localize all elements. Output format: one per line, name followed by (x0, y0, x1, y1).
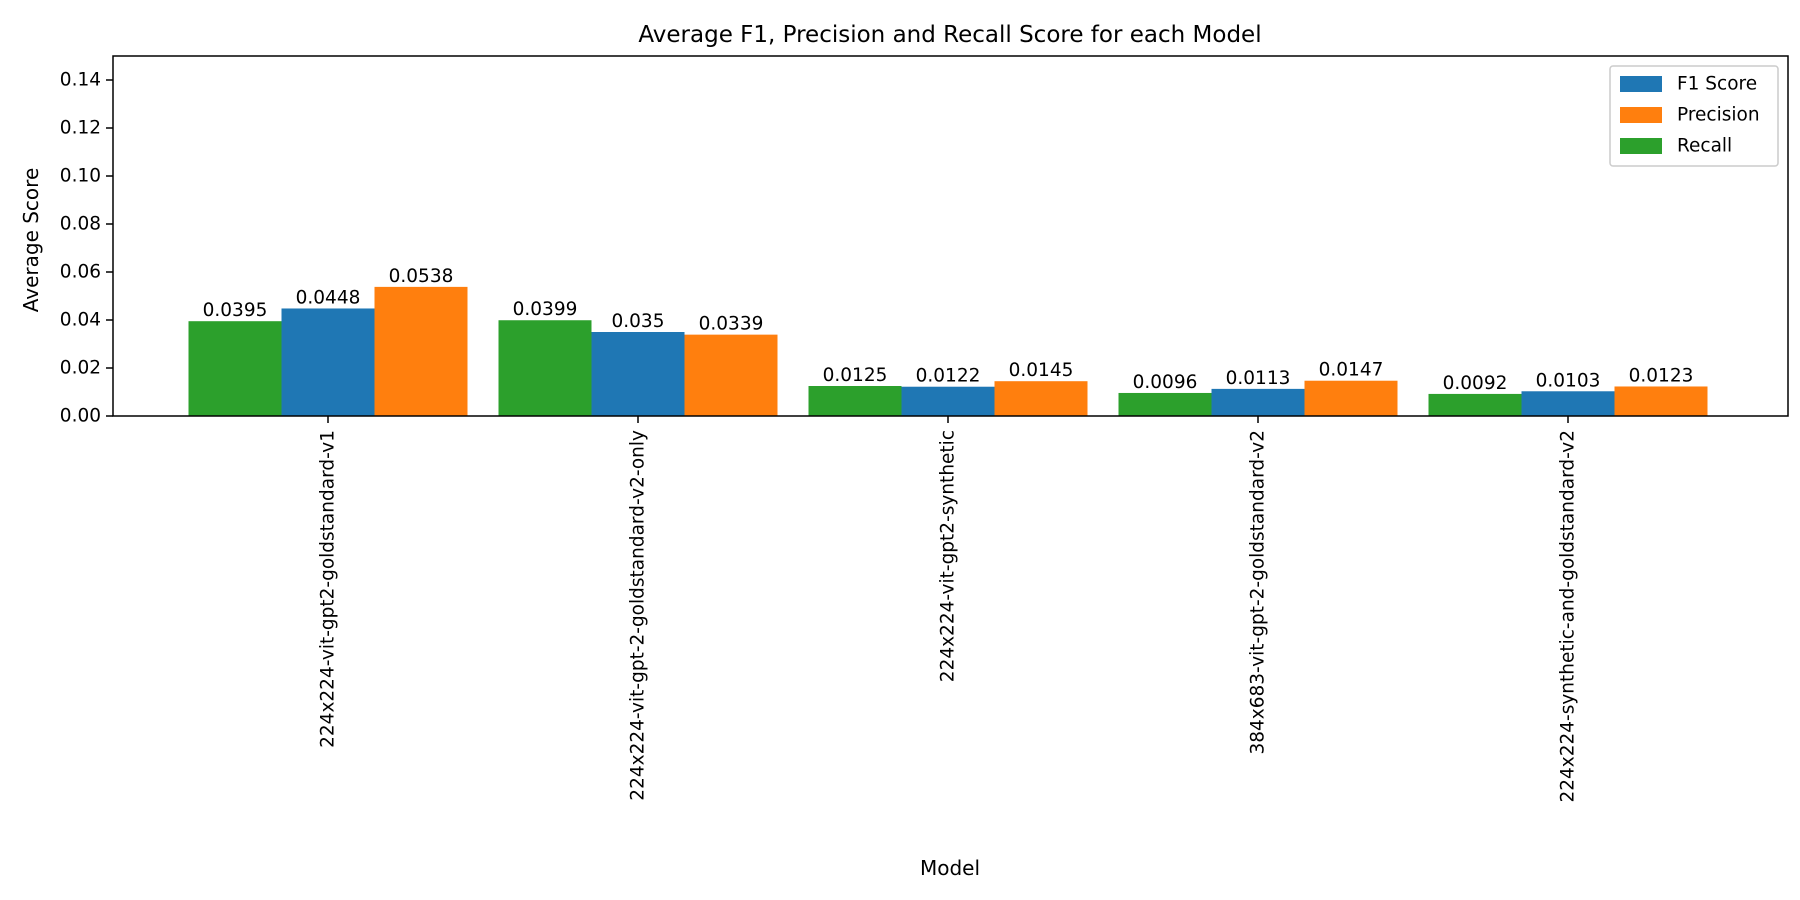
bar-value-label: 0.0145 (1009, 360, 1074, 381)
bar-precision (684, 334, 778, 416)
y-tick-label: 0.00 (60, 406, 101, 427)
bar-value-label: 0.0399 (513, 299, 578, 320)
legend-label: F1 Score (1677, 74, 1757, 95)
bar-value-label: 0.0538 (389, 266, 454, 287)
legend-swatch (1620, 76, 1662, 92)
bar-recall (1428, 393, 1522, 416)
bar-recall (1118, 392, 1212, 416)
legend-swatch (1620, 138, 1662, 154)
x-axis-label: Model (920, 856, 980, 880)
bar-precision (994, 381, 1088, 416)
x-tick-label: 224x224-vit-gpt-2-goldstandard-v2-only (628, 430, 649, 801)
legend: F1 Score Precision Recall (1609, 65, 1779, 167)
bar-value-label: 0.0147 (1319, 360, 1384, 381)
y-tick-label: 0.10 (60, 166, 101, 187)
bar-precision (374, 286, 468, 416)
bar-value-label: 0.0395 (203, 300, 268, 321)
y-axis-label: Average Score (19, 168, 43, 313)
bar-f1-score (901, 386, 995, 416)
bar-value-label: 0.0096 (1133, 372, 1198, 393)
y-ticks-layer: 0.00 0.02 0.04 0.06 0.08 0.10 0.12 0.14 (60, 70, 113, 427)
bar-f1-score (281, 308, 375, 416)
legend-swatch (1620, 107, 1662, 123)
bar-value-label: 0.0125 (823, 365, 888, 386)
bar-f1-score (591, 332, 685, 416)
bar-value-label: 0.0103 (1536, 370, 1601, 391)
bar-f1-score (1521, 391, 1615, 416)
bar-recall (498, 320, 592, 416)
y-tick-label: 0.04 (60, 310, 101, 331)
y-tick-label: 0.12 (60, 118, 101, 139)
x-tick-label: 224x224-vit-gpt2-goldstandard-v1 (318, 430, 339, 748)
y-tick-label: 0.02 (60, 358, 101, 379)
x-tick-label: 224x224-synthetic-and-goldstandard-v2 (1558, 430, 1579, 803)
x-tick-label: 224x224-vit-gpt2-synthetic (938, 430, 959, 682)
chart-title: Average F1, Precision and Recall Score f… (638, 22, 1261, 48)
legend-label: Precision (1677, 105, 1760, 126)
x-ticks-layer: 224x224-vit-gpt2-goldstandard-v1 224x224-… (318, 416, 1579, 803)
y-tick-label: 0.14 (60, 70, 101, 91)
legend-label: Recall (1677, 136, 1732, 157)
value-labels-layer: 0.0395 0.0448 0.0538 0.0399 0.035 0.0339 0.012… (203, 266, 1694, 394)
bar-value-label: 0.0092 (1443, 373, 1508, 394)
y-tick-label: 0.06 (60, 262, 101, 283)
x-tick-label: 384x683-vit-gpt-2-goldstandard-v2 (1248, 430, 1269, 755)
bar-value-label: 0.0448 (296, 287, 361, 308)
bars-layer (188, 286, 1708, 416)
bar-value-label: 0.0339 (699, 314, 764, 335)
bar-recall (808, 386, 902, 416)
bar-f1-score (1211, 388, 1305, 416)
bar-value-label: 0.035 (612, 311, 665, 332)
bar-precision (1614, 386, 1708, 416)
bar-recall (188, 321, 282, 416)
bar-value-label: 0.0122 (916, 366, 981, 387)
bar-value-label: 0.0113 (1226, 368, 1291, 389)
plot-frame (112, 55, 1789, 417)
bar-value-label: 0.0123 (1629, 365, 1694, 386)
y-tick-label: 0.08 (60, 214, 101, 235)
bar-precision (1304, 380, 1398, 416)
